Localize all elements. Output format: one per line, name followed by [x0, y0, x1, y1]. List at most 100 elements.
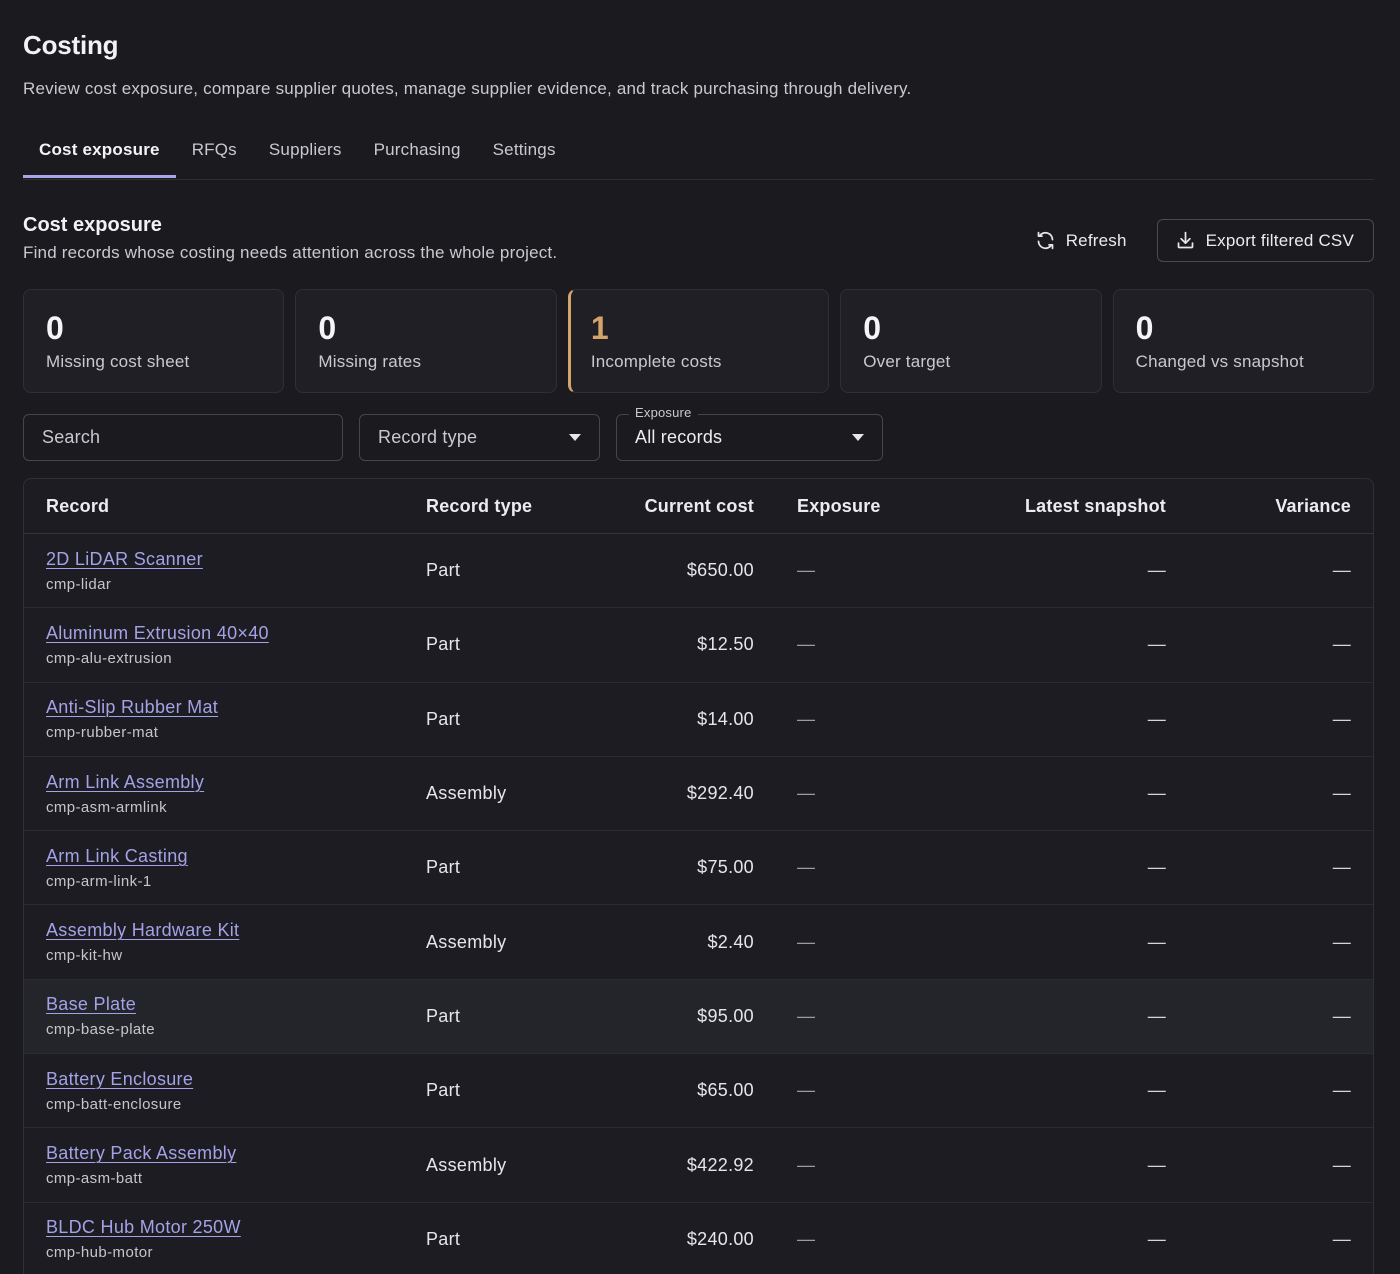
- exposure-cell: —: [754, 1229, 974, 1250]
- table-row[interactable]: Base Plate cmp-base-plate Part $95.00 — — —: [24, 979, 1373, 1055]
- variance-value: —: [1332, 931, 1351, 952]
- tab-rfqs[interactable]: RFQs: [191, 140, 237, 159]
- record-id: cmp-batt-enclosure: [46, 1095, 182, 1113]
- search-input[interactable]: [42, 427, 324, 448]
- record-cell: Base Plate cmp-base-plate: [24, 994, 404, 1038]
- snapshot-value: —: [1147, 1005, 1166, 1026]
- record-type-cell: Part: [426, 1228, 461, 1249]
- current-cost-cell: $65.00: [697, 1080, 754, 1101]
- record-id: cmp-rubber-mat: [46, 724, 159, 742]
- stat-card-changed-vs-snapshot[interactable]: 0 Changed vs snapshot: [1112, 289, 1375, 393]
- table-row[interactable]: Battery Pack Assembly cmp-asm-batt Assembl…: [24, 1128, 1373, 1203]
- record-type-cell: Part: [426, 560, 461, 581]
- stat-card-incomplete-costs[interactable]: 1 Incomplete costs: [567, 289, 830, 393]
- exposure-select[interactable]: Exposure All records: [616, 405, 883, 461]
- latest-snapshot-cell: —: [974, 932, 1166, 953]
- section-actions: Refresh Export filtered CSV: [1019, 219, 1374, 262]
- page-header: Costing Review cost exposure, compare su…: [23, 30, 911, 99]
- tab-suppliers[interactable]: Suppliers: [268, 140, 342, 159]
- snapshot-value: —: [1147, 560, 1166, 581]
- exposure-value: —: [797, 634, 816, 655]
- table-row[interactable]: BLDC Hub Motor 250W cmp-hub-motor Part $240…: [24, 1203, 1373, 1274]
- variance-value: —: [1332, 1005, 1351, 1026]
- table-row[interactable]: Anti-Slip Rubber Mat cmp-rubber-mat Part $1…: [24, 683, 1373, 757]
- stat-value: 1: [590, 310, 609, 346]
- exposure-cell: —: [754, 857, 974, 878]
- exposure-value: —: [797, 1154, 816, 1175]
- column-header-variance[interactable]: Variance: [1275, 495, 1351, 516]
- export-csv-button[interactable]: Export filtered CSV: [1156, 219, 1374, 262]
- record-link[interactable]: Assembly Hardware Kit: [46, 920, 240, 941]
- column-header-latest-snapshot[interactable]: Latest snapshot: [1024, 495, 1166, 516]
- chevron-down-icon: [852, 434, 864, 441]
- record-id: cmp-asm-batt: [46, 1170, 143, 1188]
- variance-value: —: [1332, 634, 1351, 655]
- snapshot-value: —: [1147, 857, 1166, 878]
- latest-snapshot-cell: —: [974, 634, 1166, 655]
- variance-cell: —: [1166, 1080, 1373, 1101]
- stat-card-over-target[interactable]: 0 Over target: [840, 289, 1102, 393]
- record-type-select[interactable]: Record type: [359, 414, 600, 461]
- table-row[interactable]: Battery Enclosure cmp-batt-enclosure Part $…: [24, 1054, 1373, 1129]
- refresh-button[interactable]: Refresh: [1019, 219, 1143, 262]
- column-header-record-type[interactable]: Record type: [426, 495, 533, 516]
- variance-value: —: [1332, 708, 1351, 729]
- record-link[interactable]: Arm Link Assembly: [46, 771, 205, 792]
- page-subtitle: Review cost exposure, compare supplier q…: [23, 79, 912, 98]
- exposure-value: —: [797, 560, 816, 581]
- exposure-label: Exposure: [629, 405, 698, 420]
- download-icon: [1177, 231, 1194, 249]
- stats-row: 0 Missing cost sheet 0 Missing rates 1 I…: [23, 289, 1375, 393]
- page-title: Costing: [23, 30, 119, 60]
- table-row[interactable]: 2D LiDAR Scanner cmp-lidar Part $650.00 — — —: [24, 534, 1373, 609]
- record-id: cmp-lidar: [46, 575, 112, 593]
- search-field: [23, 414, 343, 461]
- record-link[interactable]: Aluminum Extrusion 40×40: [46, 622, 269, 643]
- latest-snapshot-cell: —: [974, 1080, 1166, 1101]
- exposure-cell: —: [754, 560, 974, 581]
- variance-value: —: [1332, 857, 1351, 878]
- record-cell: Battery Enclosure cmp-batt-enclosure: [24, 1069, 404, 1113]
- section-description: Find records whose costing needs attenti…: [23, 243, 558, 262]
- current-cost-cell: $95.00: [697, 1005, 754, 1026]
- record-id: cmp-hub-motor: [46, 1244, 153, 1262]
- snapshot-value: —: [1147, 1228, 1166, 1249]
- exposure-value: —: [797, 783, 816, 804]
- record-link[interactable]: Anti-Slip Rubber Mat: [46, 697, 219, 718]
- tab-purchasing[interactable]: Purchasing: [373, 140, 461, 159]
- variance-value: —: [1332, 1080, 1351, 1101]
- exposure-value: —: [797, 708, 816, 729]
- latest-snapshot-cell: —: [974, 783, 1166, 804]
- stat-value: 0: [1135, 310, 1154, 346]
- record-id: cmp-alu-extrusion: [46, 649, 173, 667]
- column-header-exposure[interactable]: Exposure: [797, 495, 881, 516]
- tab-cost-exposure[interactable]: Cost exposure: [23, 122, 176, 178]
- variance-value: —: [1332, 1228, 1351, 1249]
- stat-label: Missing cost sheet: [46, 352, 190, 371]
- record-cell: 2D LiDAR Scanner cmp-lidar: [24, 549, 404, 593]
- record-link[interactable]: Arm Link Casting: [46, 845, 188, 866]
- current-cost-cell: $14.00: [697, 708, 754, 729]
- table-row[interactable]: Assembly Hardware Kit cmp-kit-hw Assembly $…: [24, 905, 1373, 980]
- record-link[interactable]: Base Plate: [46, 994, 137, 1015]
- record-link[interactable]: BLDC Hub Motor 250W: [46, 1217, 241, 1238]
- tab-settings[interactable]: Settings: [492, 140, 556, 159]
- record-type-cell: Part: [426, 1005, 461, 1026]
- column-header-current-cost[interactable]: Current cost: [644, 495, 754, 516]
- table-row[interactable]: Arm Link Assembly cmp-asm-armlink Assembly…: [24, 757, 1373, 832]
- filter-bar: Record type Exposure All records: [23, 405, 883, 461]
- stat-card-missing-cost-sheet[interactable]: 0 Missing cost sheet: [23, 289, 285, 393]
- exposure-value: —: [797, 857, 816, 878]
- column-header-record[interactable]: Record: [46, 495, 110, 516]
- stat-card-missing-rates[interactable]: 0 Missing rates: [295, 289, 557, 393]
- variance-cell: —: [1166, 1006, 1373, 1027]
- record-id: cmp-asm-armlink: [46, 798, 168, 816]
- stat-label: Missing rates: [318, 352, 422, 371]
- record-link[interactable]: 2D LiDAR Scanner: [46, 548, 203, 569]
- record-link[interactable]: Battery Pack Assembly: [46, 1143, 237, 1164]
- latest-snapshot-cell: —: [974, 857, 1166, 878]
- table-row[interactable]: Aluminum Extrusion 40×40 cmp-alu-extrusio…: [24, 608, 1373, 683]
- record-link[interactable]: Battery Enclosure: [46, 1068, 194, 1089]
- table-row[interactable]: Arm Link Casting cmp-arm-link-1 Part $75.00…: [24, 831, 1373, 906]
- tab-bar: Cost exposure RFQs Suppliers Purchasing …: [23, 122, 1374, 180]
